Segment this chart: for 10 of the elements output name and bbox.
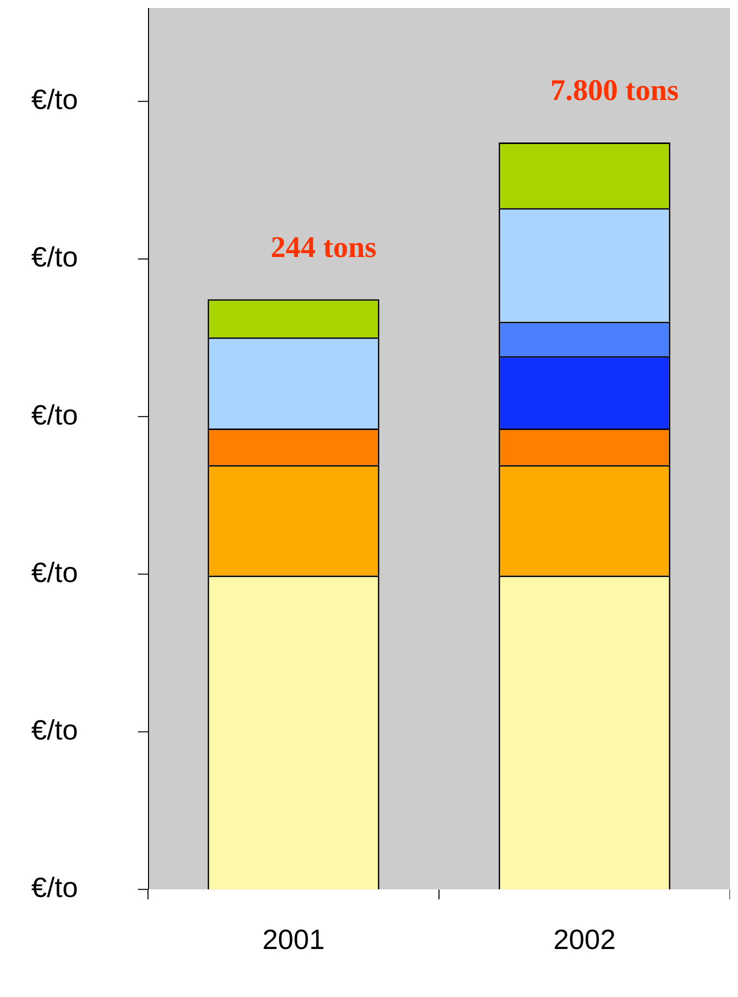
x-tick-label: 2002 — [553, 924, 616, 955]
text: €/to — [31, 399, 78, 430]
x-tick-label: 2001 — [262, 924, 325, 955]
text: €/to — [31, 84, 78, 116]
annotation: 244 tons — [270, 231, 376, 264]
text: €/to — [31, 242, 78, 273]
text: €/to — [31, 556, 78, 588]
text: 7.800 tons — [550, 74, 679, 108]
text: €/to — [31, 714, 78, 746]
text: €/to — [31, 872, 78, 904]
